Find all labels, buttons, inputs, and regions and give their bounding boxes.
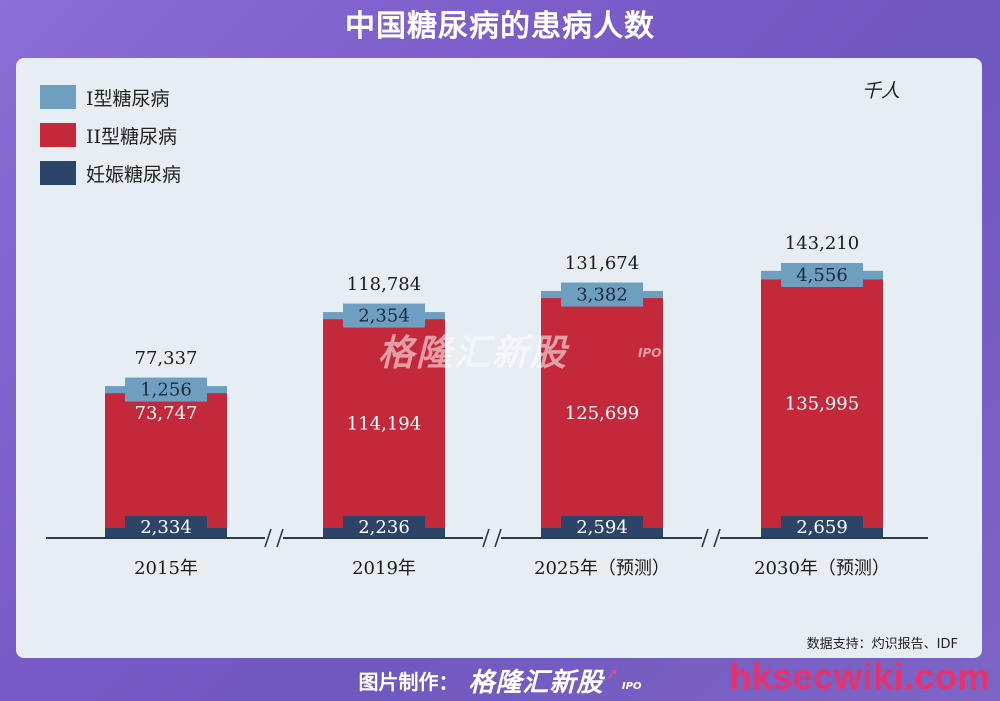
legend-item-type1: I型糖尿病 (40, 78, 181, 116)
axis-break-mark (482, 528, 490, 548)
data-label: 2,659 (796, 517, 848, 538)
total-label: 131,674 (565, 253, 639, 274)
total-label: 143,210 (785, 233, 859, 254)
data-label: 1,256 (140, 380, 192, 401)
data-label: 4,556 (796, 265, 848, 286)
data-label: 3,382 (576, 285, 628, 306)
axis-break-gap (702, 535, 720, 541)
legend-label-type1: I型糖尿病 (86, 87, 170, 110)
x-tick-label: 2015年 (134, 558, 198, 579)
footer-ipo: IPO (621, 680, 642, 692)
data-label-box (561, 516, 643, 538)
legend-item-type2: II型糖尿病 (40, 116, 181, 154)
data-label: 114,194 (347, 414, 421, 435)
x-tick-label: 2019年 (352, 558, 416, 579)
data-label-box (781, 263, 863, 288)
data-label-box (561, 282, 643, 307)
footer: 图片制作： 格隆汇新股 ➚ IPO (0, 659, 1000, 701)
bar-segment (323, 319, 445, 528)
watermark-ipo: IPO (638, 346, 662, 360)
legend: I型糖尿病 II型糖尿病 妊娠糖尿病 (40, 78, 181, 192)
data-label: 2,354 (358, 306, 410, 327)
site-watermark: hksecwiki.com (729, 656, 990, 697)
data-label-box (343, 516, 425, 538)
data-label: 2,236 (358, 517, 410, 538)
x-tick-label: 2030年（预测） (754, 558, 890, 579)
total-label: 118,784 (347, 274, 421, 295)
legend-label-gestational: 妊娠糖尿病 (86, 163, 182, 186)
axis-break-mark (276, 528, 284, 548)
unit-label: 千人 (862, 80, 901, 102)
data-label-box (781, 516, 863, 538)
axis-break-mark (494, 528, 502, 548)
axis-break-mark (713, 528, 721, 548)
bar-segment (541, 298, 663, 528)
watermark-brand: 格隆汇新股 (378, 333, 569, 374)
bar-segment (761, 279, 883, 528)
data-label-box (125, 516, 207, 538)
data-label: 2,334 (140, 517, 192, 538)
legend-item-gestational: 妊娠糖尿病 (40, 154, 181, 192)
data-label-box (125, 377, 207, 402)
footer-label: 图片制作： (358, 669, 459, 694)
legend-swatch-type1 (40, 85, 76, 109)
footer-brand-logo: 格隆汇新股 (468, 667, 604, 698)
axis-break-gap (265, 535, 283, 541)
chart-title: 中国糖尿病的患病人数 (345, 9, 655, 44)
data-label: 73,747 (135, 403, 198, 424)
data-label-box (343, 303, 425, 328)
bar-segment (105, 393, 227, 528)
legend-swatch-type2 (40, 123, 76, 147)
total-label: 77,337 (135, 348, 198, 369)
arrow-icon: ➚ (605, 663, 619, 683)
axis-break-mark (701, 528, 709, 548)
data-label: 2,594 (576, 517, 628, 538)
data-label: 125,699 (565, 403, 639, 424)
x-tick-label: 2025年（预测） (534, 558, 670, 579)
data-label: 135,995 (785, 394, 859, 415)
legend-label-type2: II型糖尿病 (86, 125, 178, 148)
legend-swatch-gestational (40, 161, 76, 185)
axis-break-mark (264, 528, 272, 548)
axis-break-gap (483, 535, 501, 541)
